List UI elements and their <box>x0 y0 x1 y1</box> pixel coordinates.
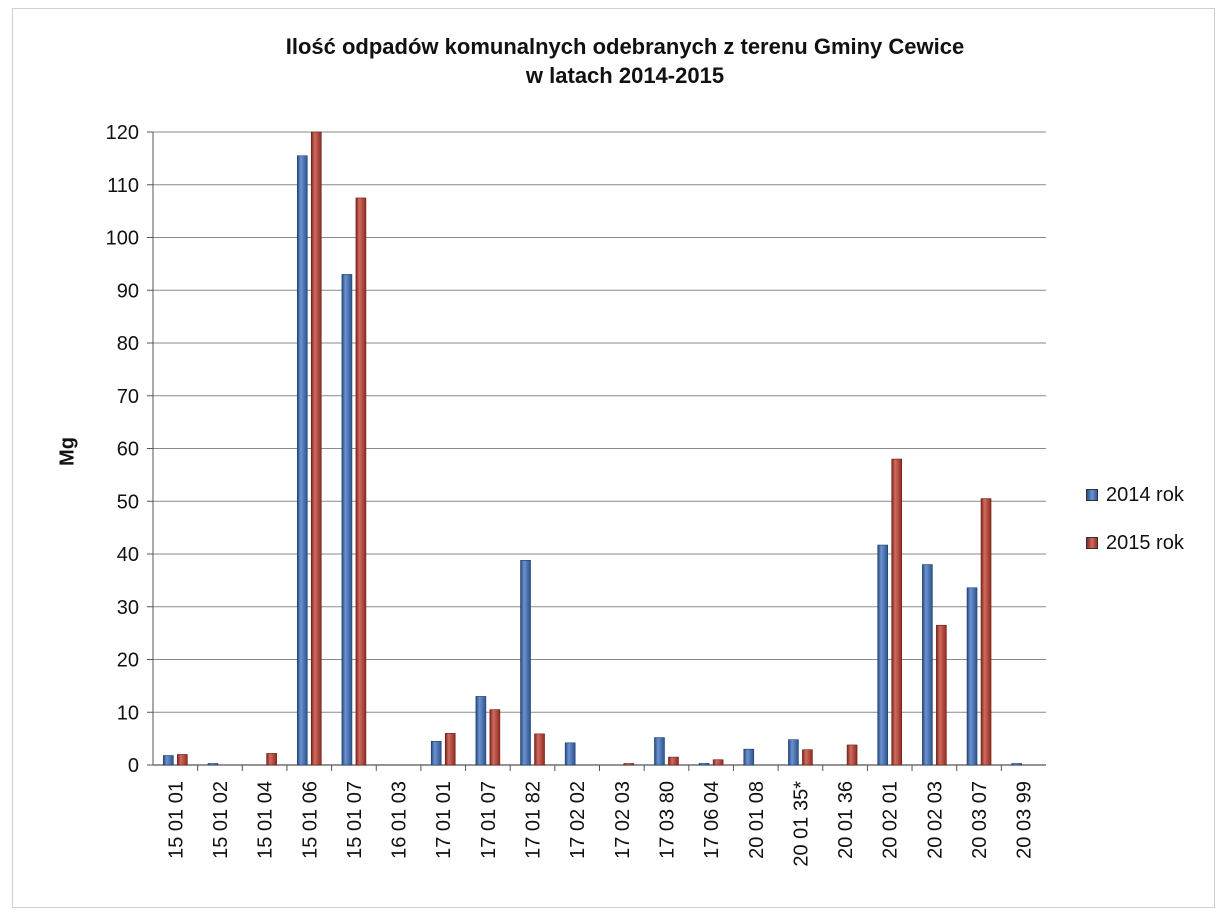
y-tick-label-10: 10 <box>117 702 139 724</box>
bar-2015 <box>355 197 367 766</box>
x-tick-label: 20 01 35* <box>790 781 812 867</box>
chart-title-line-2: w latach 2014-2015 <box>525 63 725 88</box>
y-tick-label-110: 110 <box>107 175 139 197</box>
bar-2014 <box>475 696 487 766</box>
bar-2014 <box>877 544 889 766</box>
y-tick-label-50: 50 <box>117 491 139 513</box>
bar-2014 <box>922 564 933 766</box>
x-tick-label: 15 01 07 <box>344 781 366 859</box>
y-tick-label-30: 30 <box>117 597 139 619</box>
x-tick-label: 15 01 02 <box>210 781 232 859</box>
x-tick-label: 17 03 80 <box>656 781 678 859</box>
x-tick-label: 17 02 03 <box>612 781 634 859</box>
bar-2014 <box>1011 763 1022 766</box>
bar-2015 <box>936 624 947 766</box>
bar-2014 <box>341 274 353 766</box>
x-tick-label: 17 01 82 <box>523 781 545 859</box>
x-tick-label: 20 03 99 <box>1014 781 1036 859</box>
bar-2014 <box>430 740 442 766</box>
x-tick-label: 20 01 08 <box>746 781 768 859</box>
y-tick-label-40: 40 <box>117 544 139 566</box>
bar-2015 <box>891 458 903 766</box>
x-tick-label: 20 02 01 <box>880 781 902 859</box>
bar-2015 <box>712 759 724 766</box>
bar-2015 <box>266 753 277 766</box>
y-tick-label-120: 120 <box>106 122 139 144</box>
bar-2015 <box>623 763 635 766</box>
y-tick-label-0: 0 <box>128 755 139 777</box>
bar-2015 <box>846 744 858 766</box>
legend-item-2015: 2015 rok <box>1086 528 1184 558</box>
bar-2014 <box>654 737 665 766</box>
bar-2015 <box>444 733 456 766</box>
bar-2014 <box>564 742 576 766</box>
y-tick-label-80: 80 <box>117 333 139 355</box>
chart-title-line-1: Ilość odpadów komunalnych odebranych z t… <box>285 34 965 59</box>
bar-2015 <box>534 733 545 766</box>
bar-2015 <box>489 709 501 766</box>
chart-frame <box>12 8 1215 908</box>
x-tick-label: 17 06 04 <box>701 781 723 859</box>
bar-2014 <box>788 739 799 766</box>
bar-2014 <box>520 560 531 766</box>
x-tick-label: 15 01 04 <box>255 781 277 859</box>
bar-2015 <box>802 749 813 766</box>
bar-2015 <box>668 756 679 766</box>
x-tick-label: 17 01 07 <box>478 781 500 859</box>
legend-swatch-2015 <box>1086 537 1098 549</box>
bar-2015 <box>310 131 322 766</box>
bar-2014 <box>296 155 308 766</box>
bar-2015 <box>177 754 188 766</box>
chart-title: Ilość odpadów komunalnych odebranych z t… <box>0 32 1227 90</box>
bar-2014 <box>207 763 219 766</box>
x-tick-label: 15 01 01 <box>165 781 187 859</box>
y-tick-label-20: 20 <box>117 650 139 672</box>
y-tick-label-100: 100 <box>106 228 139 250</box>
legend: 2014 rok 2015 rok <box>1086 480 1184 576</box>
x-tick-label: 20 01 36 <box>835 781 857 859</box>
x-tick-label: 16 01 03 <box>389 781 411 859</box>
bar-2014 <box>698 763 710 766</box>
legend-label-2015: 2015 rok <box>1106 531 1184 554</box>
y-tick-label-70: 70 <box>117 386 139 408</box>
x-tick-label: 20 02 03 <box>924 781 946 859</box>
bar-2014 <box>163 755 174 766</box>
y-tick-label-90: 90 <box>117 280 139 302</box>
bar-2015 <box>980 498 992 766</box>
x-tick-label: 17 02 02 <box>567 781 589 859</box>
y-tick-label-60: 60 <box>117 439 139 461</box>
x-tick-label: 15 01 06 <box>299 781 321 859</box>
x-tick-label: 20 03 07 <box>969 781 991 859</box>
bar-2014 <box>743 748 755 766</box>
legend-item-2014: 2014 rok <box>1086 480 1184 510</box>
x-tick-label: 17 01 01 <box>433 781 455 859</box>
bar-2014 <box>966 587 978 766</box>
legend-swatch-2014 <box>1086 489 1098 501</box>
legend-label-2014: 2014 rok <box>1106 483 1184 506</box>
